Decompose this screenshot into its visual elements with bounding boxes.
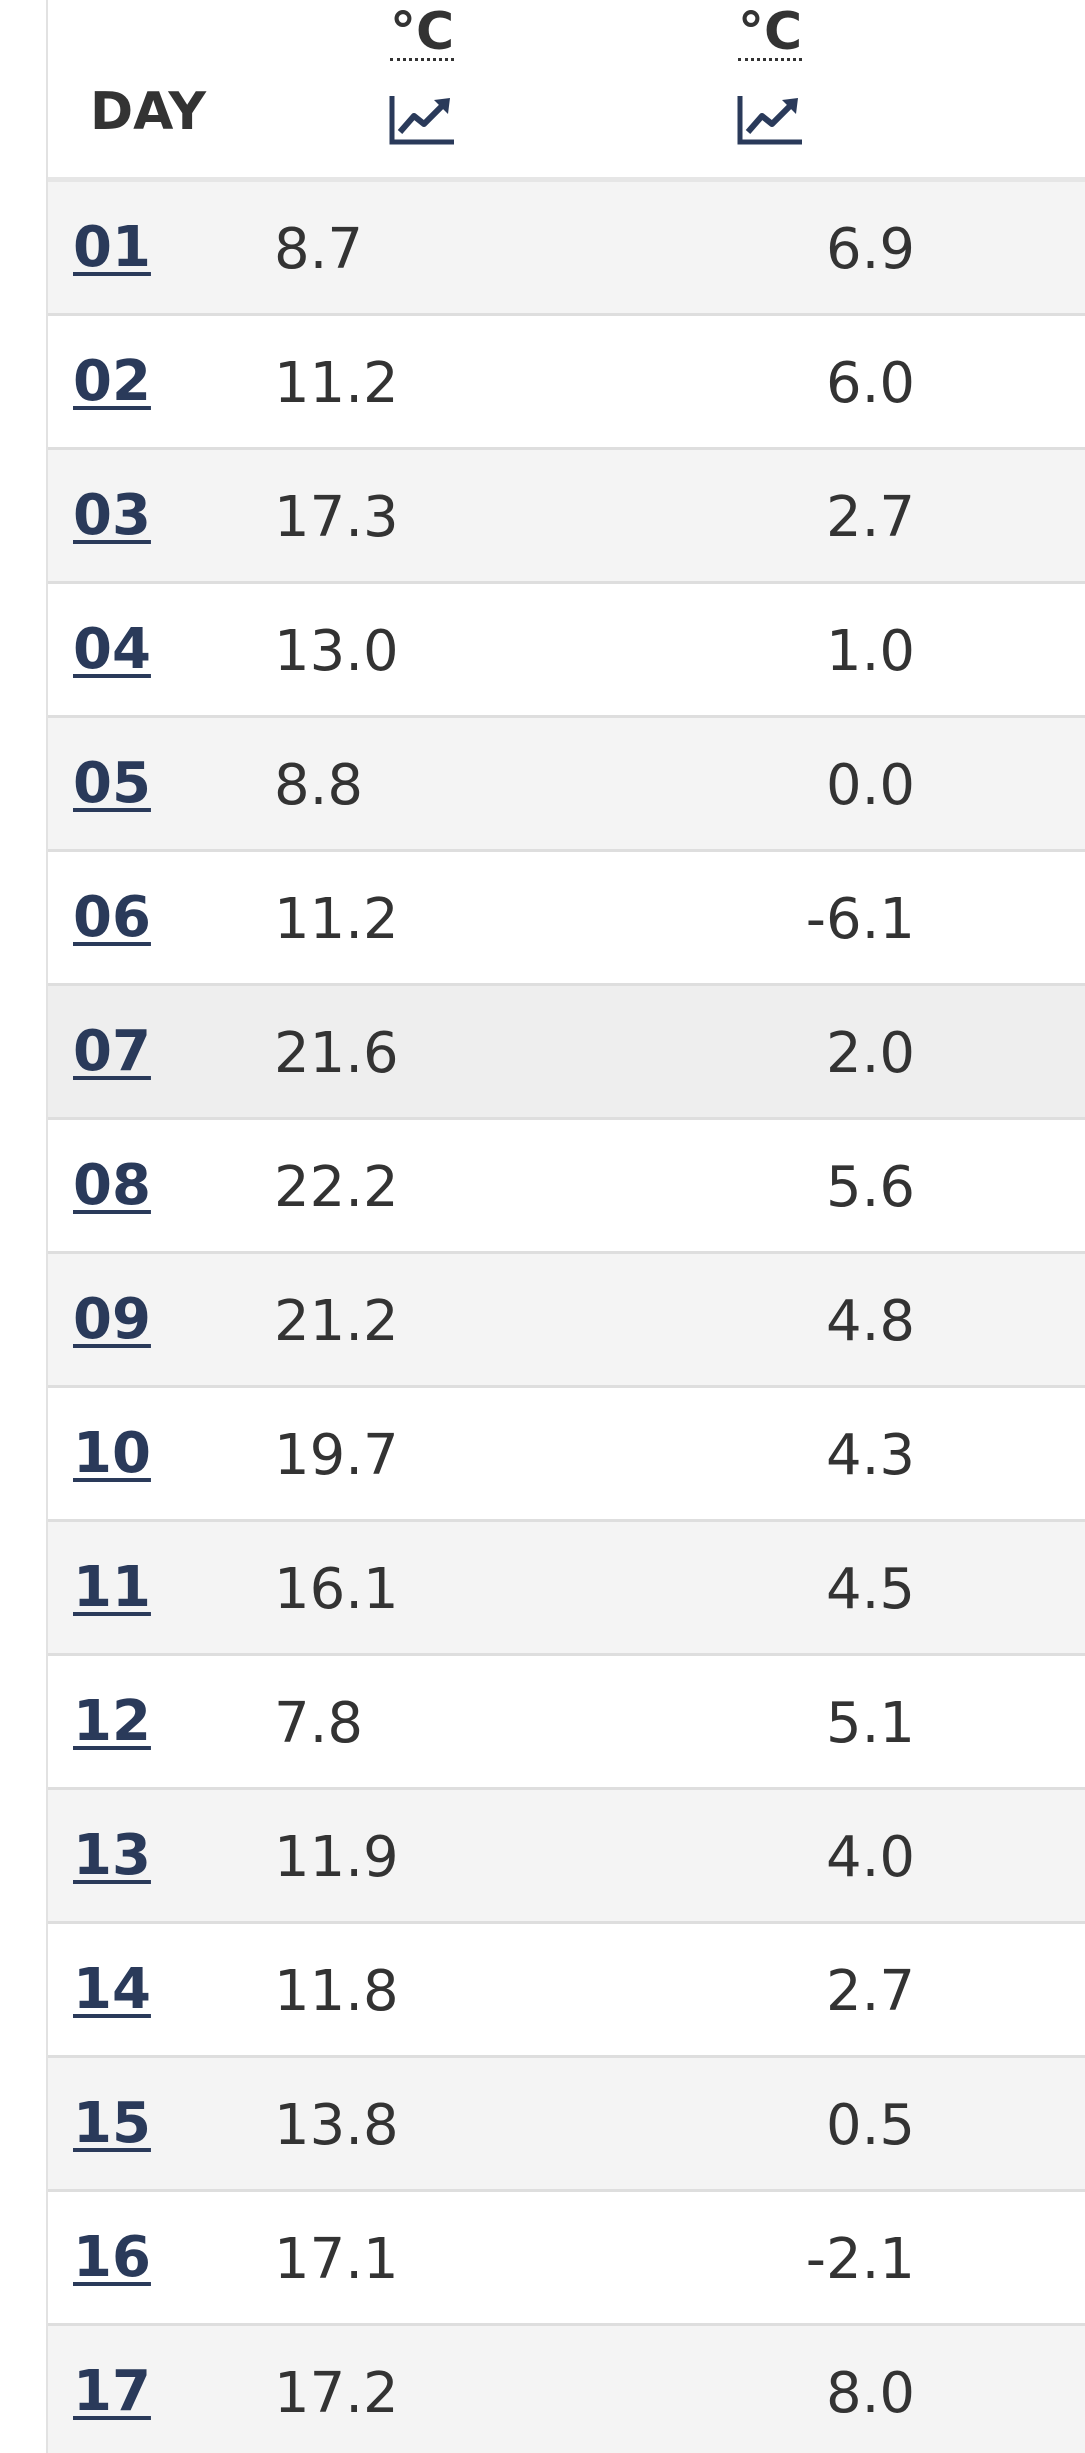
- day-link[interactable]: 16: [73, 2225, 151, 2290]
- temperature-value-2: -2.1: [805, 2227, 915, 2292]
- day-link[interactable]: 14: [73, 1957, 151, 2022]
- table-row: 17 17.2 8.0: [48, 2326, 1085, 2453]
- day-link[interactable]: 09: [73, 1287, 151, 1352]
- day-link[interactable]: 15: [73, 2091, 151, 2156]
- temperature-value-2: 5.1: [825, 1691, 915, 1756]
- table-row: 10 19.7 4.3: [48, 1388, 1085, 1522]
- day-link[interactable]: 11: [73, 1555, 151, 1620]
- temperature-value-2: 2.7: [825, 1959, 915, 2024]
- temperature-value-2: 4.5: [825, 1557, 915, 1622]
- temperature-value-1: 8.8: [274, 753, 364, 818]
- chart-line-icon[interactable]: [736, 92, 806, 146]
- daily-temperature-table: DAY °C °C: [46, 0, 1085, 2453]
- temperature-value-2: 4.8: [825, 1289, 915, 1354]
- temperature-value-2: 2.7: [825, 485, 915, 550]
- day-link[interactable]: 13: [73, 1823, 151, 1888]
- temperature-value-1: 22.2: [274, 1155, 399, 1220]
- day-link[interactable]: 01: [73, 215, 151, 280]
- day-column-header: DAY: [90, 82, 207, 142]
- temperature-value-2: 0.0: [825, 753, 915, 818]
- temperature-value-2: 5.6: [825, 1155, 915, 1220]
- table-row: 04 13.0 1.0: [48, 584, 1085, 718]
- celsius-unit-1: °C: [390, 2, 455, 62]
- day-link[interactable]: 08: [73, 1153, 151, 1218]
- table-row: 07 21.6 2.0: [48, 986, 1085, 1120]
- table-row: 09 21.2 4.8: [48, 1254, 1085, 1388]
- temperature-value-1: 11.2: [274, 351, 399, 416]
- temperature-value-2: 6.9: [825, 217, 915, 282]
- temperature-value-1: 11.8: [274, 1959, 399, 2024]
- temperature-column-1-header: °C: [389, 0, 470, 145]
- day-link[interactable]: 03: [73, 483, 151, 548]
- temperature-value-1: 17.3: [274, 485, 399, 550]
- table-row: 15 13.8 0.5: [48, 2058, 1085, 2192]
- temperature-value-1: 13.8: [274, 2093, 399, 2158]
- temperature-value-2: 6.0: [825, 351, 915, 416]
- temperature-value-2: 1.0: [825, 619, 915, 684]
- day-link[interactable]: 06: [73, 885, 151, 950]
- temperature-value-2: -6.1: [805, 887, 915, 952]
- temperature-value-1: 17.2: [274, 2361, 399, 2426]
- day-link[interactable]: 12: [73, 1689, 151, 1754]
- table-row: 02 11.2 6.0: [48, 316, 1085, 450]
- table-row: 01 8.7 6.9: [48, 182, 1085, 316]
- temperature-value-2: 2.0: [825, 1021, 915, 1086]
- table-row: 11 16.1 4.5: [48, 1522, 1085, 1656]
- table-row: 13 11.9 4.0: [48, 1790, 1085, 1924]
- day-link[interactable]: 05: [73, 751, 151, 816]
- day-link[interactable]: 07: [73, 1019, 151, 1084]
- table-row: 05 8.8 0.0: [48, 718, 1085, 852]
- table-row: 14 11.8 2.7: [48, 1924, 1085, 2058]
- table-body: 01 8.7 6.9 02 11.2 6.0 03 17.3 2.7 04 13.0 1.0 05 8.8…: [48, 182, 1085, 2453]
- temperature-value-1: 11.9: [274, 1825, 399, 1890]
- table-row: 06 11.2 -6.1: [48, 852, 1085, 986]
- table-row: 16 17.1 -2.1: [48, 2192, 1085, 2326]
- temperature-value-1: 7.8: [274, 1691, 364, 1756]
- table-row: 12 7.8 5.1: [48, 1656, 1085, 1790]
- temperature-value-1: 21.2: [274, 1289, 399, 1354]
- temperature-value-1: 19.7: [274, 1423, 399, 1488]
- temperature-value-1: 16.1: [274, 1557, 399, 1622]
- day-link[interactable]: 02: [73, 349, 151, 414]
- chart-line-icon[interactable]: [388, 92, 458, 146]
- temperature-value-1: 13.0: [274, 619, 399, 684]
- table-header: DAY °C °C: [48, 0, 1085, 182]
- day-link[interactable]: 17: [73, 2359, 151, 2424]
- temperature-value-1: 21.6: [274, 1021, 399, 1086]
- temperature-value-2: 8.0: [825, 2361, 915, 2426]
- celsius-unit-2: °C: [738, 2, 803, 62]
- temperature-value-1: 8.7: [274, 217, 364, 282]
- day-link[interactable]: 10: [73, 1421, 151, 1486]
- temperature-column-2-header: °C: [737, 0, 818, 145]
- table-row: 08 22.2 5.6: [48, 1120, 1085, 1254]
- temperature-value-1: 11.2: [274, 887, 399, 952]
- temperature-value-2: 4.0: [825, 1825, 915, 1890]
- day-link[interactable]: 04: [73, 617, 151, 682]
- temperature-value-2: 4.3: [825, 1423, 915, 1488]
- table-row: 03 17.3 2.7: [48, 450, 1085, 584]
- temperature-value-1: 17.1: [274, 2227, 399, 2292]
- temperature-value-2: 0.5: [825, 2093, 915, 2158]
